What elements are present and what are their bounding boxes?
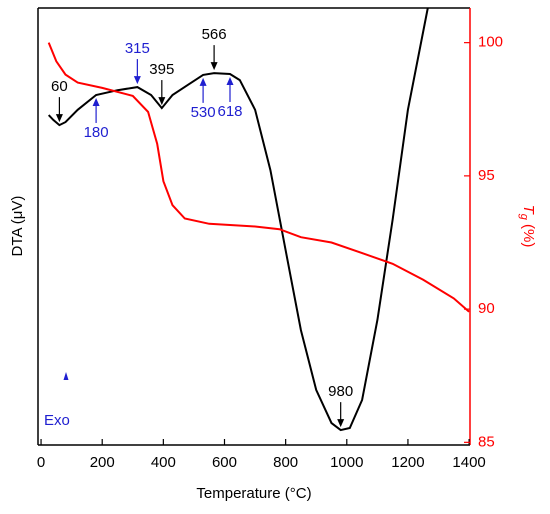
y2-axis-label-main: T [520, 205, 537, 216]
y-axis-label: DTA (μV) [9, 196, 26, 257]
annotation-label: 980 [328, 383, 353, 400]
x-axis-label: Temperature (°C) [196, 485, 311, 502]
annotation-arrowhead [92, 97, 100, 106]
x-tick-label: 0 [37, 454, 45, 471]
data-line [47, 42, 470, 313]
annotation-label: 566 [202, 26, 227, 43]
annotation-arrowhead [210, 62, 218, 71]
annotation-label: 180 [84, 124, 109, 141]
y2-axis-label: Tg (%) [518, 205, 537, 248]
annotation-arrowhead [199, 77, 207, 86]
x-tick-label: 800 [273, 454, 298, 471]
x-tick-label: 1000 [330, 454, 363, 471]
annotation-arrowhead [55, 114, 63, 123]
annotation-label: 315 [125, 40, 150, 57]
x-tick-label: 1400 [452, 454, 485, 471]
exo-label: Exo [44, 412, 70, 429]
y2-axis-label-sub: g [518, 214, 530, 221]
y2-axis-label-unit: (%) [520, 220, 537, 248]
annotation-arrowhead [133, 76, 141, 85]
annotation-arrowhead [226, 76, 234, 85]
y2-tick-label: 100 [478, 34, 503, 51]
exo-arrow [63, 372, 69, 380]
y2-tick-label: 95 [478, 167, 495, 184]
x-tick-label: 400 [151, 454, 176, 471]
x-tick-label: 600 [212, 454, 237, 471]
annotation-label: 618 [217, 103, 242, 120]
annotation-arrowhead [337, 419, 345, 428]
annotation-label: 60 [51, 78, 68, 95]
annotation-label: 395 [149, 61, 174, 78]
y2-tick-label: 90 [478, 300, 495, 317]
x-tick-label: 1200 [391, 454, 424, 471]
annotation-arrowhead [158, 97, 166, 106]
data-line [47, 7, 429, 432]
annotation-label: 530 [191, 104, 216, 121]
y2-tick-label: 85 [478, 433, 495, 450]
x-tick-label: 200 [90, 454, 115, 471]
